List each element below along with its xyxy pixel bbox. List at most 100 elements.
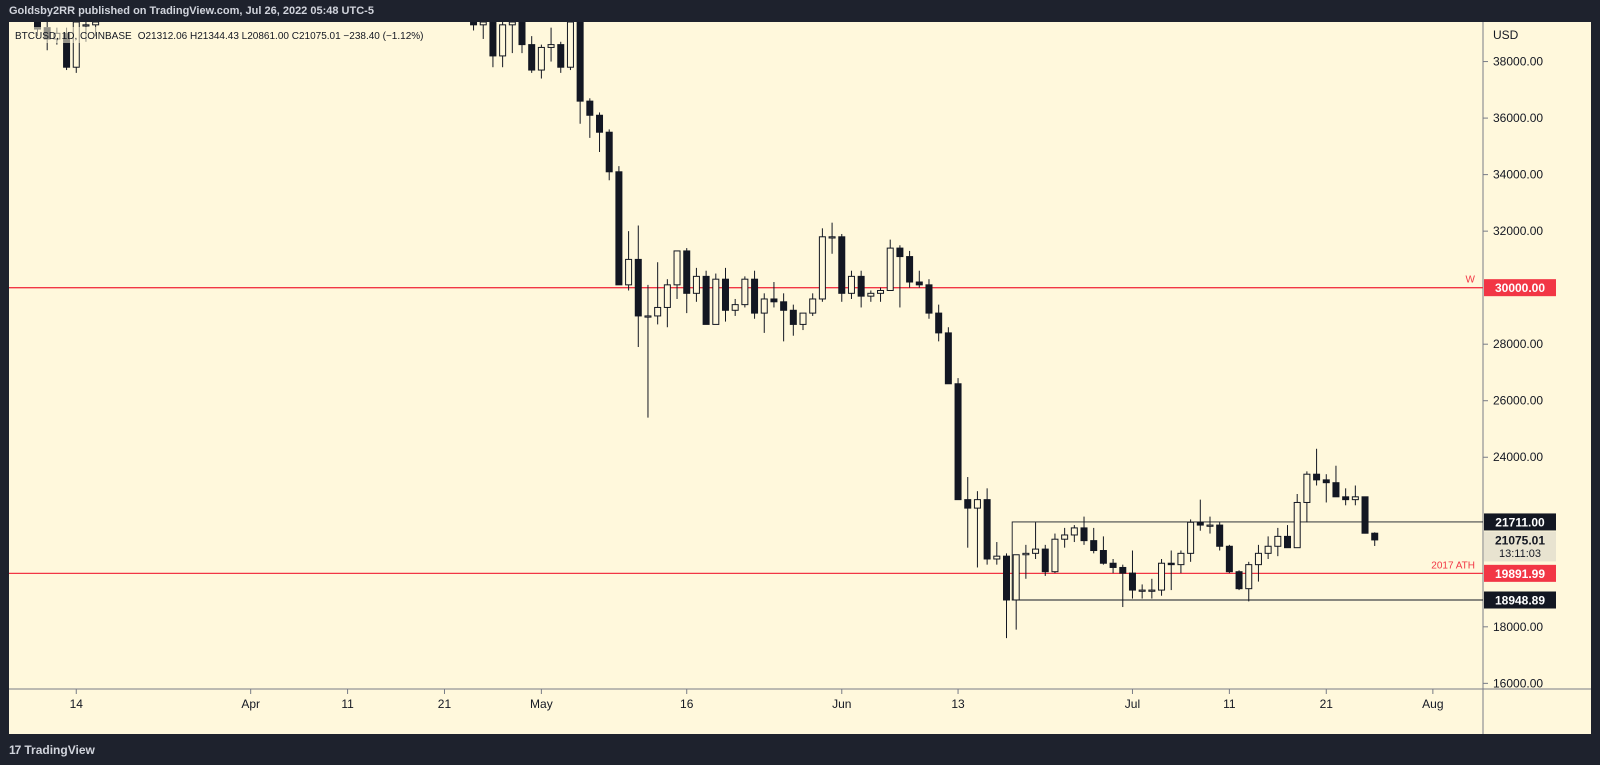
candle (1099, 536, 1107, 565)
candle-body (973, 499, 981, 509)
candle-body (799, 312, 807, 325)
candle (828, 222, 836, 254)
candle-body (1177, 552, 1185, 566)
candle-body (944, 332, 952, 385)
candle (1070, 525, 1078, 543)
candle-body (1090, 540, 1098, 552)
candle-body (596, 114, 604, 133)
candle (983, 488, 991, 565)
range-box (1011, 521, 1483, 601)
candle (1187, 519, 1195, 562)
candle (780, 293, 788, 342)
candle-body (906, 256, 914, 283)
candle (925, 279, 933, 319)
candle-body (82, 24, 90, 27)
candle-body (828, 236, 836, 239)
y-tick-label: 32000.00 (1493, 224, 1543, 238)
range-top-tag-box (1484, 513, 1556, 531)
footer-bar: 17 TradingView (0, 736, 1600, 765)
x-tick-label: Jul (1125, 697, 1140, 711)
axis-corner (1483, 689, 1591, 734)
candle (838, 233, 846, 302)
level-30000-tag-value: 30000.00 (1495, 281, 1545, 295)
candle (528, 36, 536, 73)
x-tick-label: 14 (70, 697, 84, 711)
candle-body (92, 21, 100, 26)
candle-body (654, 306, 662, 317)
x-tick-label: 11 (341, 697, 354, 711)
candle-body (702, 275, 710, 325)
range-bottom-tag: 18948.89 (1484, 591, 1556, 609)
candle (470, 21, 478, 31)
candle (1254, 544, 1262, 582)
x-tick-label: Aug (1422, 697, 1443, 711)
candle (886, 239, 894, 291)
candle-body (566, 21, 574, 68)
candle (818, 228, 826, 302)
y-tick-label: 38000.00 (1493, 55, 1543, 69)
time-axis-labels: 14 Apr 11 21 May 16 Jun 13 Jul 11 21 Aug (70, 689, 1444, 711)
candle (479, 21, 487, 39)
candle-body (1128, 572, 1136, 591)
candle-body (935, 312, 943, 334)
y-tick-label: 26000.00 (1493, 394, 1543, 408)
candle (1245, 561, 1253, 602)
candle-body (1342, 496, 1350, 501)
candle-body (1303, 473, 1311, 503)
level-ath-tag-box (1484, 564, 1556, 582)
candle (1342, 488, 1350, 506)
candle (712, 273, 720, 325)
publish-header: Goldsby2RR published on TradingView.com,… (0, 0, 1600, 22)
x-tick-label: 21 (438, 697, 452, 711)
candle (663, 279, 671, 328)
candle (1177, 550, 1185, 574)
candle-body (741, 278, 749, 306)
candle (1012, 554, 1020, 630)
candle (731, 298, 739, 316)
time-axis[interactable] (9, 689, 1483, 734)
tradingview-logo[interactable]: 17 TradingView (9, 743, 95, 757)
candle-body (838, 236, 846, 294)
x-tick-label: 21 (1320, 697, 1334, 711)
candle-body (789, 309, 797, 325)
candle (1206, 516, 1214, 534)
candle (1032, 522, 1040, 559)
candle (1109, 558, 1117, 574)
candle-body (663, 284, 671, 308)
candle-body (1245, 564, 1253, 590)
candle-body (983, 499, 991, 560)
candle (615, 166, 623, 286)
y-tick-label: 34000.00 (1493, 168, 1543, 182)
candle-body (1167, 562, 1175, 566)
candlestick-chart[interactable]: W 2017 ATH USD 16000.00 18000.00 24000.00 26… (9, 21, 1591, 734)
candle-body (1003, 555, 1010, 601)
candle-body (1080, 527, 1088, 542)
x-tick-label: 13 (951, 697, 965, 711)
candle-body (954, 383, 962, 501)
candle-body (925, 284, 933, 314)
level-ath-tag-value: 19891.99 (1495, 567, 1545, 581)
candle-body (1041, 548, 1049, 573)
x-tick-label: May (530, 697, 553, 711)
y-tick-label: 16000.00 (1493, 676, 1543, 690)
candle-body (692, 275, 700, 294)
candle-body (847, 275, 855, 294)
candle-body (557, 44, 565, 68)
candle (721, 267, 729, 322)
candle-body (915, 281, 923, 286)
candle (1022, 544, 1030, 579)
candle (1351, 485, 1359, 506)
currency-label: USD (1493, 28, 1519, 42)
candle-body (615, 171, 623, 286)
symbol-info: BTCUSD, 1D, COINBASE O21312.06 H21344.43 … (15, 31, 424, 42)
chart-area[interactable]: W 2017 ATH USD 16000.00 18000.00 24000.00 26… (9, 21, 1591, 734)
candle-body (499, 24, 507, 57)
candle (508, 21, 516, 54)
candle (789, 304, 797, 336)
candle (741, 276, 749, 308)
candle-body (72, 21, 80, 68)
candle (1090, 527, 1098, 554)
candle-body (683, 250, 691, 294)
candle (770, 282, 778, 308)
